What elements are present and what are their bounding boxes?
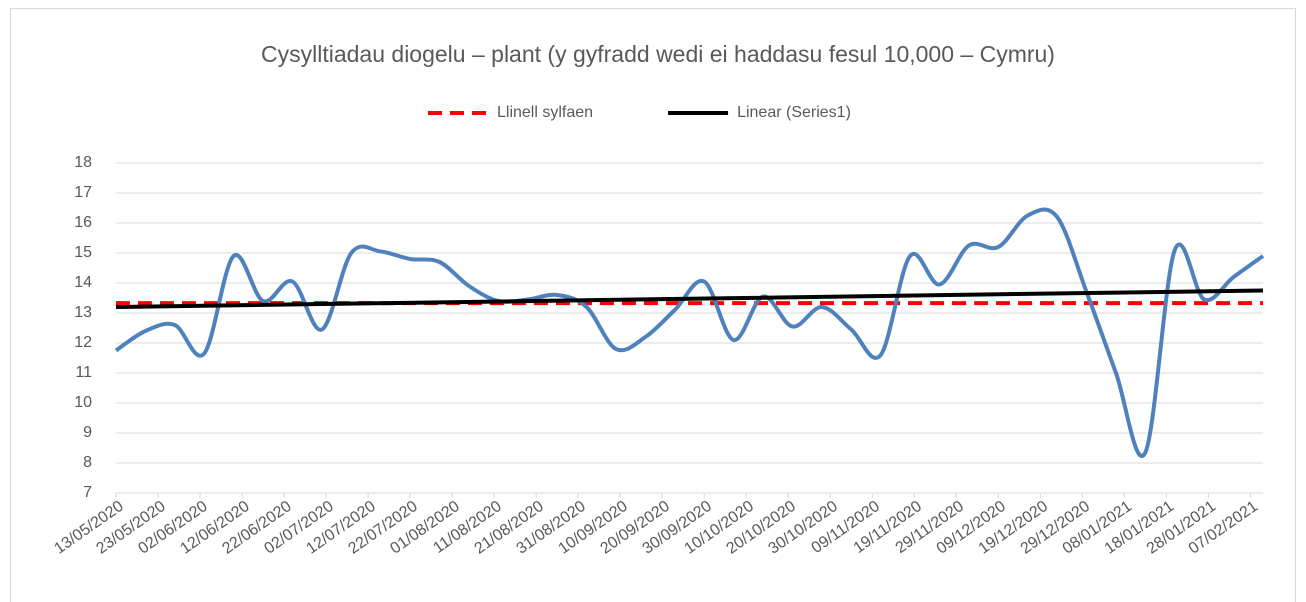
y-tick-label: 16 <box>74 214 92 231</box>
y-tick-label: 17 <box>74 184 92 201</box>
y-tick-label: 12 <box>74 334 92 351</box>
y-tick-label: 8 <box>83 454 92 471</box>
y-tick-label: 9 <box>83 424 92 441</box>
y-tick-label: 10 <box>74 394 92 411</box>
y-tick-label: 13 <box>74 304 92 321</box>
legend-label: Linear (Series1) <box>737 104 851 121</box>
y-tick-label: 11 <box>75 364 92 381</box>
y-tick-label: 14 <box>74 274 92 291</box>
trend-line <box>115 288 1264 309</box>
legend-label: Llinell sylfaen <box>497 104 593 121</box>
data-line <box>114 207 1265 458</box>
y-tick-label: 15 <box>74 244 92 261</box>
y-tick-label: 7 <box>83 484 92 501</box>
chart-title: Cysylltiadau diogelu – plant (y gyfradd … <box>261 41 1055 67</box>
y-tick-label: 18 <box>74 154 92 171</box>
